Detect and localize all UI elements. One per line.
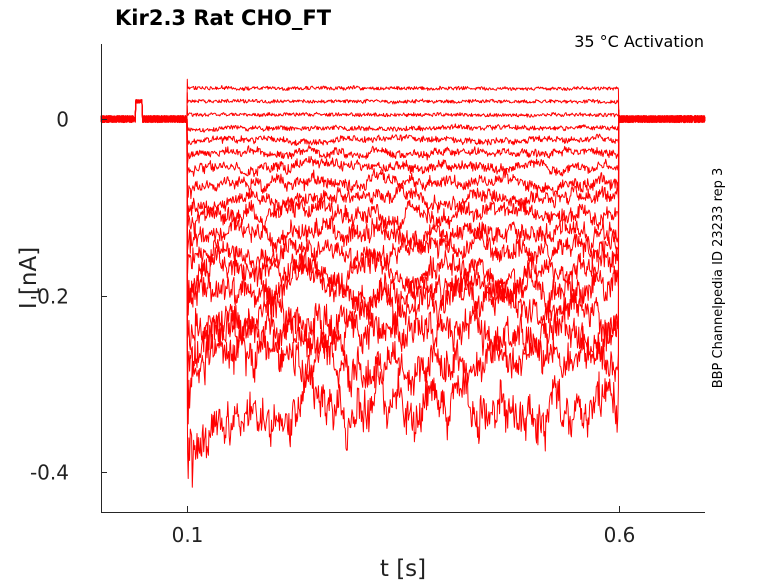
y-tick-label: -0.2 (30, 285, 69, 309)
y-ticks: 0 -0.2 -0.4 (30, 108, 107, 485)
current-trace-6 (100, 99, 706, 165)
condition-annotation: 35 °C Activation (574, 32, 704, 51)
current-trace-7 (100, 99, 706, 177)
current-trace-9 (100, 99, 706, 218)
current-trace-11 (100, 99, 706, 255)
current-trace-3 (100, 99, 706, 124)
current-trace-14 (100, 99, 706, 320)
current-trace-17 (100, 99, 706, 425)
current-trace-10 (100, 99, 706, 235)
x-axis-label: t [s] (380, 556, 426, 582)
y-tick-label: -0.4 (30, 461, 69, 485)
current-trace-8 (100, 99, 706, 200)
chart-title: Kir2.3 Rat CHO_FT (115, 6, 332, 30)
x-tick-label: 0.1 (172, 523, 204, 547)
current-trace-13 (100, 99, 706, 305)
current-trace-2 (100, 92, 706, 123)
side-id-label: BBP Channelpedia ID 23233 rep 3 (711, 168, 726, 389)
x-ticks: 0.1 0.6 (172, 506, 636, 547)
current-trace-15 (100, 99, 706, 357)
y-axis-label: I [nA] (16, 247, 42, 309)
plot-area (100, 78, 706, 488)
x-tick-label: 0.6 (604, 523, 636, 547)
current-trace-4 (100, 99, 706, 133)
current-trace-16 (100, 99, 706, 383)
current-trace-18 (100, 99, 706, 488)
current-trace-5 (100, 99, 706, 146)
current-trace-12 (100, 99, 706, 279)
current-trace-1 (100, 78, 705, 124)
y-tick-label: 0 (56, 108, 69, 132)
